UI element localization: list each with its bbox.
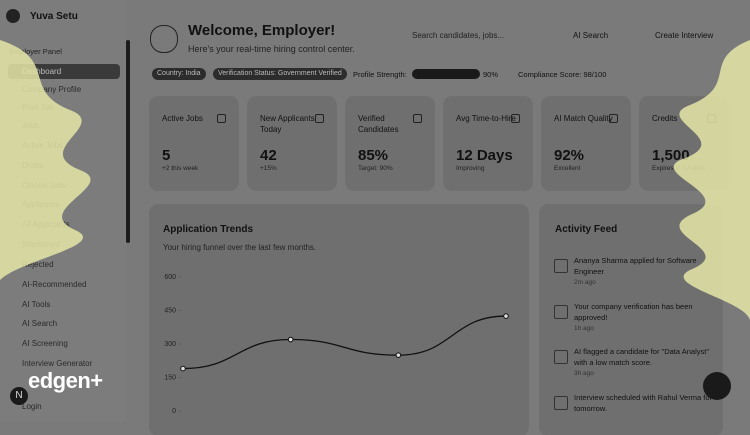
nav-item[interactable]: All Applicants	[22, 220, 70, 229]
section-title: Employer Panel	[9, 47, 62, 56]
stat-label: Credits	[652, 114, 678, 123]
nav-item[interactable]: Company Profile	[22, 85, 82, 94]
stat-card: Active Jobs 5 +2 this week	[150, 97, 238, 190]
stat-label: New Applicants Today	[260, 114, 315, 134]
y-tick-label: 300	[164, 341, 176, 348]
brand: Yuva Setu	[30, 11, 78, 22]
stat-card: AI Match Quality 92% Excellent	[542, 97, 630, 190]
nav-item[interactable]: AI Search	[22, 319, 58, 328]
chart-title: Application Trends	[163, 224, 254, 235]
activity-title: Activity Feed	[555, 224, 618, 235]
stat-note: Excellent	[554, 165, 581, 172]
country-chip: Country: India	[152, 68, 206, 80]
create-interview-button[interactable]: Create Interview	[655, 31, 714, 40]
stat-card: Avg Time-to-Hire 12 Days Improving	[444, 97, 532, 190]
stat-note: Expires in 12 days	[652, 165, 706, 172]
scrollbar	[126, 40, 130, 243]
nav-item[interactable]: AI Tools	[22, 300, 51, 309]
nav-item[interactable]: AI Screening	[22, 339, 68, 348]
nav-item[interactable]: Jobs	[22, 121, 39, 130]
stat-icon	[511, 114, 520, 123]
feed-text: AI flagged a candidate for "Data Analyst…	[574, 347, 709, 367]
avatar	[150, 25, 178, 53]
feed-time: 3h ago	[574, 370, 594, 377]
search-input[interactable]: Search candidates, jobs...	[412, 31, 505, 40]
profile-strength-bar	[412, 69, 480, 79]
stat-value: 5	[162, 147, 171, 164]
logo	[6, 9, 20, 23]
chart-card: Application Trends Your hiring funnel ov…	[150, 205, 528, 435]
profile-strength-label: Profile Strength:	[353, 70, 407, 79]
y-tick-label: 600	[164, 274, 176, 281]
stat-value: 12 Days	[456, 147, 513, 164]
stat-icon	[413, 114, 422, 123]
nav-item[interactable]: Interview Generator	[22, 359, 93, 368]
nav-item[interactable]: AI-Recommended	[22, 280, 87, 289]
y-tick-label: 450	[164, 307, 176, 314]
stat-value: 1,500	[652, 147, 690, 164]
stat-value: 92%	[554, 147, 585, 164]
trend-point	[287, 336, 294, 343]
verification-chip: Verification Status: Government Verified	[213, 68, 347, 80]
compliance-score: Compliance Score: 98/100	[518, 70, 607, 79]
stat-label: Active Jobs	[162, 114, 203, 123]
ai-search-button[interactable]: AI Search	[573, 31, 609, 40]
stat-card: New Applicants Today 42 +15%	[248, 97, 336, 190]
feed-text: Your company verification has been appro…	[574, 302, 693, 322]
trend-point	[180, 365, 186, 372]
nav-item[interactable]: Closed Jobs	[22, 181, 67, 190]
feed-time: 2m ago	[574, 279, 596, 286]
chart-subtitle: Your hiring funnel over the last few mon…	[163, 243, 317, 252]
feed-text: Ananya Sharma applied for Software Engin…	[574, 256, 697, 276]
nav-item[interactable]: Applicants	[22, 200, 59, 209]
stat-value: 42	[260, 147, 277, 164]
y-tick-label: 0	[172, 408, 176, 415]
stat-label: AI Match Quality	[554, 114, 613, 123]
nav-item[interactable]: Active Jobs	[22, 141, 63, 150]
stat-card: Verified Candidates 85% Target: 90%	[346, 97, 434, 190]
stat-note: +15%	[260, 165, 277, 172]
feed-icon	[554, 396, 568, 410]
trend-point	[395, 352, 402, 358]
nav-item[interactable]: Login	[22, 402, 42, 411]
sidebar: Yuva Setu Employer Panel Dashboard Compan…	[0, 0, 126, 421]
profile-strength-value: 90%	[483, 70, 499, 79]
trend-line	[182, 315, 507, 370]
stat-note: Improving	[456, 165, 485, 172]
y-tick-label: 150	[164, 374, 176, 381]
stat-icon	[315, 114, 324, 123]
feed-time: 1h ago	[574, 325, 594, 332]
stat-note: Target: 90%	[358, 165, 393, 172]
trend-point	[503, 313, 509, 319]
stat-value: 85%	[358, 147, 389, 164]
stat-card: Credits 1,500 Expires in 12 days	[640, 97, 728, 190]
user-badge[interactable]: N	[10, 387, 28, 405]
page-subtitle: Here's your real-time hiring control cen…	[188, 44, 355, 54]
feed-icon	[554, 350, 568, 364]
nav-item[interactable]: Shortlisted	[22, 240, 60, 249]
stat-note: +2 this week	[162, 165, 199, 172]
activity-card: Activity Feed Ananya Sharma applied for …	[540, 205, 722, 435]
nav-item[interactable]: Drafts	[22, 161, 44, 170]
nav-item[interactable]: Post Job	[22, 103, 54, 112]
stat-label: Avg Time-to-Hire	[456, 114, 516, 123]
feed-icon	[554, 305, 568, 319]
page-title: Welcome, Employer!	[188, 22, 336, 39]
feed-text: Interview scheduled with Rahul Verma for…	[574, 393, 712, 413]
chart: 0 150 300 450 600	[164, 274, 509, 415]
watermark: edgen+	[28, 368, 103, 393]
stat-icon	[217, 114, 226, 123]
nav-item[interactable]: Dashboard	[22, 67, 62, 76]
feed-icon	[554, 259, 568, 273]
nav-item[interactable]: Rejected	[22, 260, 54, 269]
stat-icon	[609, 114, 618, 123]
stat-icon	[707, 114, 716, 123]
stat-label: Verified Candidates	[358, 114, 399, 134]
